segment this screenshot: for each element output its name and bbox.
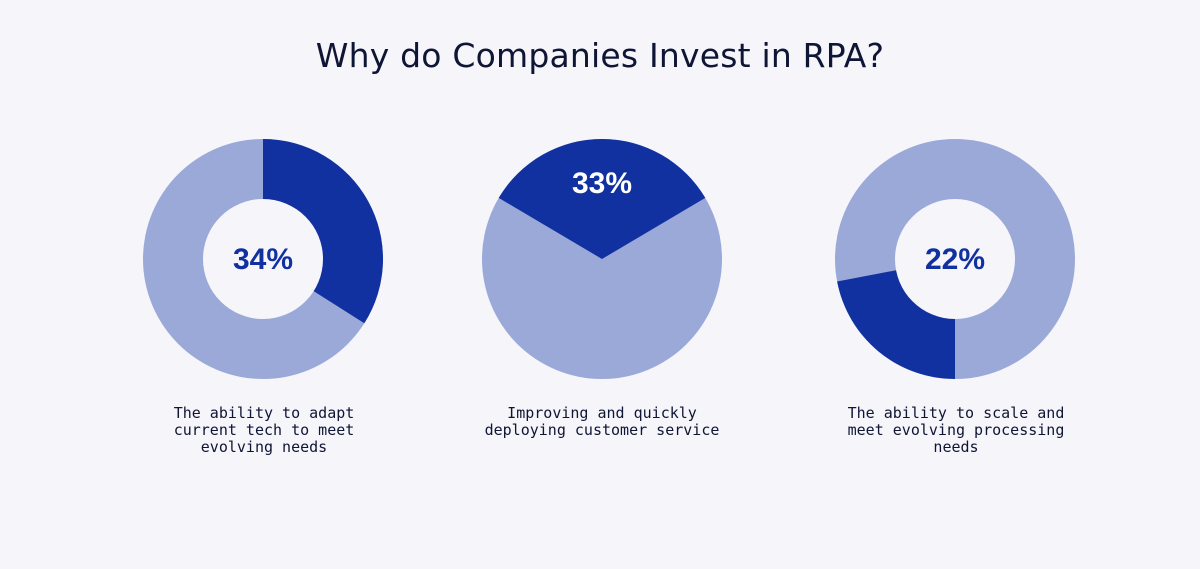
caption-adapt-current-tech: The ability to adapt current tech to mee… bbox=[173, 404, 355, 456]
chart-title: Why do Companies Invest in RPA? bbox=[315, 36, 885, 75]
slice-customer-33 bbox=[498, 139, 706, 259]
label-34-percent: 34% bbox=[233, 243, 293, 276]
caption-scale-processing: The ability to scale and meet evolving p… bbox=[847, 404, 1065, 456]
label-22-percent: 22% bbox=[925, 243, 985, 276]
donut-adapt: 34% bbox=[143, 139, 384, 379]
pie-customer-service: 33% bbox=[482, 139, 722, 379]
caption-customer-service: Improving and quickly deploying customer… bbox=[484, 404, 720, 439]
donut-hole bbox=[203, 199, 323, 319]
label-33-percent: 33% bbox=[572, 167, 632, 200]
donut-hole bbox=[895, 199, 1015, 319]
donut-scale: 22% bbox=[835, 139, 1075, 379]
